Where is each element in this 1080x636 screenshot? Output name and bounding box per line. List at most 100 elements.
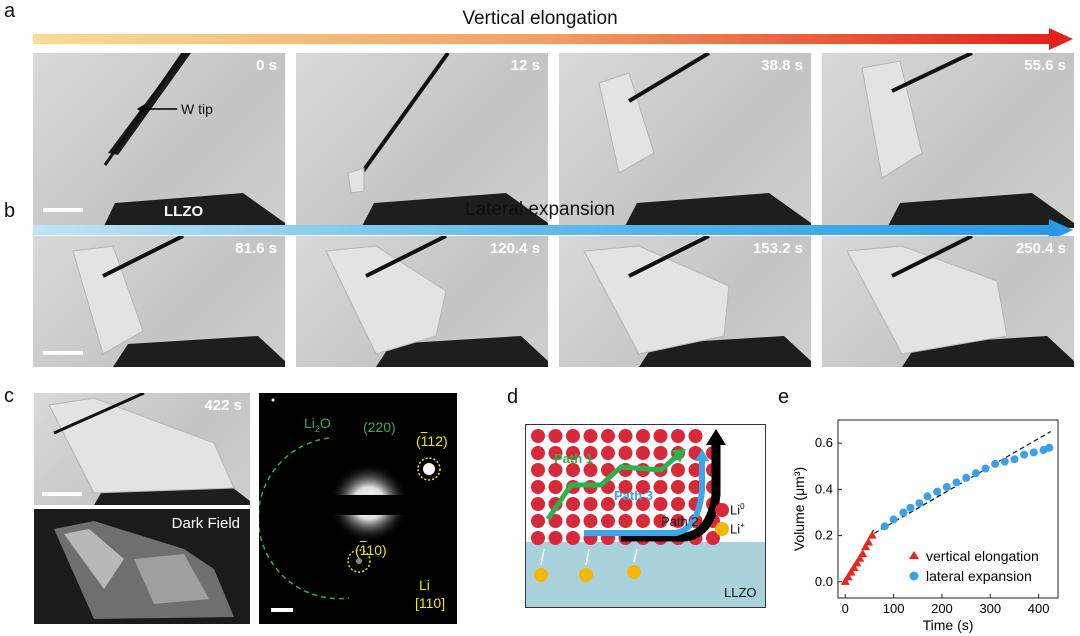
path2-arrow <box>621 443 721 542</box>
data-point <box>942 483 951 492</box>
y-tick-label: 0.0 <box>815 574 833 589</box>
li-atom <box>531 514 545 528</box>
time-stamp: 81.6 s <box>235 240 277 257</box>
y-axis-label: Volume (μm³) <box>791 467 807 551</box>
zone-metal-label: Li <box>419 577 430 593</box>
volume-chart: 0 100 200 300 400 0.0 0.2 0.4 0.6 Time (s) Volume … <box>791 419 1059 633</box>
data-point <box>923 492 932 501</box>
dark-field-label: Dark Field <box>171 515 240 532</box>
data-point <box>962 473 971 482</box>
time-stamp: 55.6 s <box>1024 57 1066 74</box>
li-atom <box>653 480 668 494</box>
panel-letter-d: d <box>507 386 519 408</box>
fit-line <box>873 431 1052 534</box>
li-atom <box>618 446 633 460</box>
data-point <box>840 576 850 585</box>
data-point <box>889 515 898 524</box>
li-atom <box>671 429 685 443</box>
time-stamp: 12 s <box>510 57 540 74</box>
li-atom <box>653 514 668 528</box>
scale-bar <box>42 492 82 496</box>
li-atom <box>548 429 563 443</box>
legend-marker <box>909 551 919 559</box>
li-atom <box>583 514 598 528</box>
diffraction-pattern: Li2O (220) (112) (110) Li [110] <box>259 393 457 624</box>
data-point <box>1045 443 1054 452</box>
spot-112-label: (112) <box>416 433 448 449</box>
li-ion <box>534 568 548 582</box>
data-point <box>1010 455 1019 464</box>
data-point <box>933 487 942 496</box>
li-atom <box>618 480 633 494</box>
legend-label: vertical elongation <box>926 548 1039 564</box>
tem-frame-b2: 120.4 s <box>296 236 548 367</box>
data-point <box>915 499 924 508</box>
data-point <box>981 464 990 473</box>
migration-arrow <box>540 548 545 566</box>
path-schematic: Path 1 Path 3 Path 2 Li0 Li+ LLZO <box>525 424 766 608</box>
time-stamp: 120.4 s <box>489 240 540 257</box>
time-stamp: 153.2 s <box>752 240 803 257</box>
li-atom <box>531 463 545 477</box>
path1-label: Path 1 <box>554 451 594 466</box>
x-tick-label: 400 <box>1028 601 1050 616</box>
path3-arrowhead <box>695 449 709 461</box>
li-atom <box>601 429 615 443</box>
path3-arrow <box>584 459 705 536</box>
data-point <box>880 522 889 531</box>
data-point <box>1020 450 1029 459</box>
data-point <box>863 537 873 546</box>
li-atom <box>583 446 598 460</box>
tem-frame-c: 422 s <box>34 393 250 505</box>
legend-marker <box>909 571 919 581</box>
path1-arrowhead <box>672 449 686 463</box>
data-point <box>861 542 871 551</box>
li-atom <box>583 429 598 443</box>
li-atom <box>688 429 703 443</box>
tem-frame-b3: 153.2 s <box>559 236 811 367</box>
data-point <box>1000 457 1009 466</box>
data-point <box>952 478 961 487</box>
dark-field-image: Dark Field <box>34 509 250 624</box>
plot-frame <box>837 419 1059 599</box>
scale-bar <box>271 608 293 612</box>
tem-frame-b1: 81.6 s <box>33 236 285 367</box>
tem-frame-b4: 250.4 s <box>822 236 1074 367</box>
li-ion <box>627 565 641 579</box>
y-tick-label: 0.2 <box>815 528 833 543</box>
time-stamp: 38.8 s <box>761 57 803 74</box>
banner-title-a: Vertical elongation <box>462 8 618 29</box>
x-tick-label: 0 <box>842 601 849 616</box>
path2-label: Path 2 <box>661 514 699 529</box>
li-atom <box>636 480 650 494</box>
li-atom <box>671 463 685 477</box>
li-atom <box>566 514 580 528</box>
data-point <box>991 459 1000 468</box>
llzo-label: LLZO <box>164 203 204 220</box>
legend-liplus: Li+ <box>730 521 745 537</box>
li-atom <box>531 531 545 545</box>
llzo-substrate-label: LLZO <box>724 585 757 600</box>
li-atom <box>671 480 685 494</box>
li-atom <box>601 497 615 511</box>
li-atom <box>653 497 668 511</box>
data-point <box>971 469 980 478</box>
tem-frame-a3: 38.8 s <box>559 53 811 228</box>
w-tip-label: W tip <box>181 101 213 117</box>
li-atom <box>531 497 545 511</box>
li-atom <box>618 497 633 511</box>
li2o-label: Li2O <box>304 415 331 434</box>
x-tick-label: 200 <box>931 601 953 616</box>
migration-arrow <box>585 548 590 566</box>
panel-letter-c: c <box>4 385 14 407</box>
li-atom <box>548 480 563 494</box>
li-atom <box>653 446 668 460</box>
time-stamp: 250.4 s <box>1015 240 1066 257</box>
y-tick-label: 0.4 <box>815 481 833 496</box>
panel-letter-a: a <box>4 0 16 22</box>
li-atom <box>601 446 615 460</box>
data-point <box>1029 448 1038 457</box>
legend-li0-dot <box>715 503 729 517</box>
banner-arrow-b <box>33 219 1073 241</box>
llzo-substrate <box>526 542 765 607</box>
